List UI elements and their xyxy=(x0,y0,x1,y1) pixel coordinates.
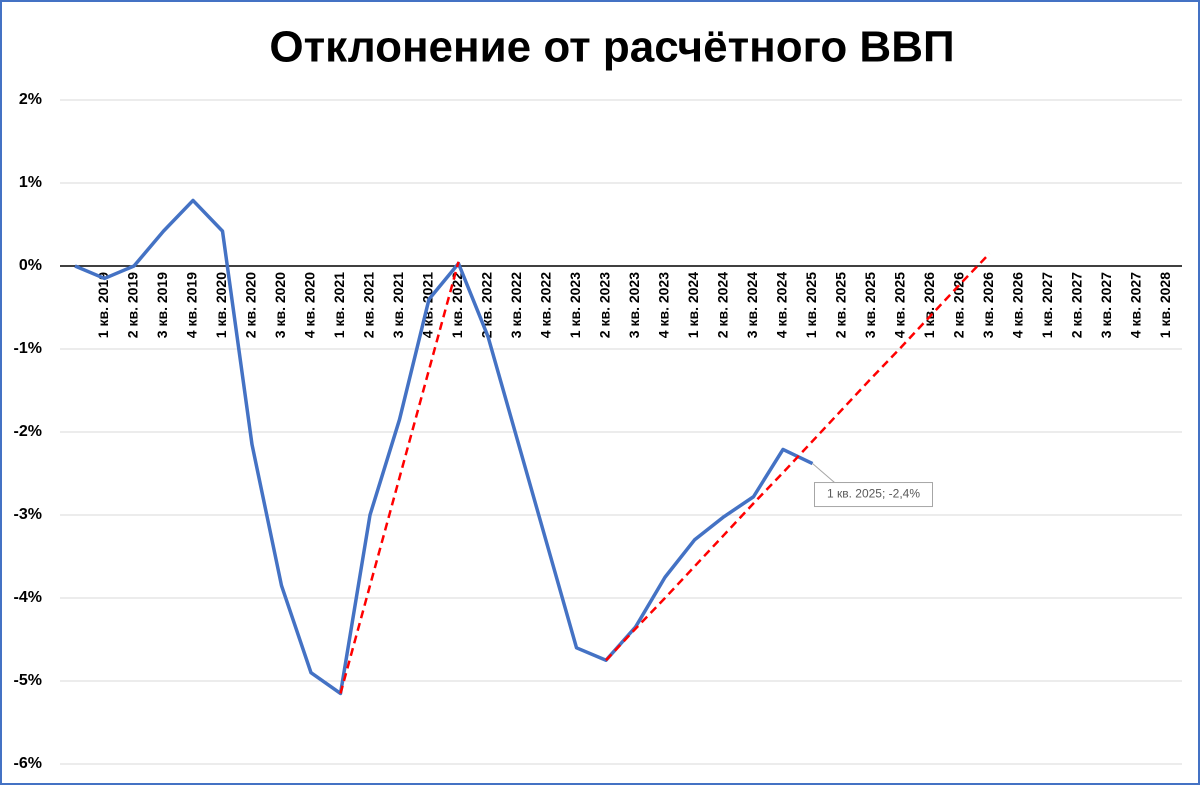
x-tick-label: 2 кв. 2024 xyxy=(715,272,731,338)
x-tick-label: 3 кв. 2023 xyxy=(626,272,642,338)
data-label: 1 кв. 2025; -2,4% xyxy=(827,487,920,501)
y-tick-label: -3% xyxy=(14,506,42,523)
x-tick-label: 4 кв. 2024 xyxy=(774,272,790,338)
x-tick-label: 4 кв. 2019 xyxy=(184,272,200,338)
x-tick-label: 3 кв. 2022 xyxy=(508,272,524,338)
x-tick-label: 2 кв. 2021 xyxy=(361,272,377,338)
x-tick-label: 3 кв. 2024 xyxy=(744,272,760,338)
x-tick-label: 1 кв. 2028 xyxy=(1157,272,1173,338)
x-tick-label: 4 кв. 2022 xyxy=(538,272,554,338)
x-tick-label: 2 кв. 2019 xyxy=(125,272,141,338)
x-tick-label: 1 кв. 2020 xyxy=(213,272,229,338)
x-tick-label: 4 кв. 2027 xyxy=(1128,272,1144,338)
x-tick-label: 3 кв. 2026 xyxy=(980,272,996,338)
trend-line xyxy=(605,252,991,662)
x-tick-label: 1 кв. 2026 xyxy=(921,272,937,338)
x-tick-label: 3 кв. 2025 xyxy=(862,272,878,338)
x-tick-label: 3 кв. 2019 xyxy=(154,272,170,338)
chart-title: Отклонение от расчётного ВВП xyxy=(269,23,954,72)
x-tick-label: 3 кв. 2021 xyxy=(390,272,406,338)
y-tick-label: -5% xyxy=(14,672,42,689)
x-tick-label: 4 кв. 2023 xyxy=(656,272,672,338)
x-tick-label: 2 кв. 2025 xyxy=(833,272,849,338)
x-tick-label: 1 кв. 2019 xyxy=(95,272,111,338)
x-tick-label: 1 кв. 2025 xyxy=(803,272,819,338)
x-tick-label: 3 кв. 2020 xyxy=(272,272,288,338)
y-tick-label: 2% xyxy=(19,91,42,108)
x-tick-label: 4 кв. 2020 xyxy=(302,272,318,338)
x-tick-label: 3 кв. 2027 xyxy=(1098,272,1114,338)
trend-line xyxy=(339,261,460,694)
x-tick-label: 4 кв. 2025 xyxy=(892,272,908,338)
x-tick-label: 2 кв. 2020 xyxy=(243,272,259,338)
x-tick-label: 2 кв. 2023 xyxy=(597,272,613,338)
y-tick-label: 1% xyxy=(19,174,42,191)
y-tick-label: -6% xyxy=(14,755,42,772)
x-tick-label: 1 кв. 2022 xyxy=(449,272,465,338)
x-tick-label: 1 кв. 2023 xyxy=(567,272,583,338)
y-tick-label: -4% xyxy=(14,589,42,606)
x-tick-label: 2 кв. 2026 xyxy=(951,272,967,338)
label-box xyxy=(814,482,933,508)
x-tick-label: 1 кв. 2024 xyxy=(685,272,701,338)
x-tick-label: 2 кв. 2022 xyxy=(479,272,495,338)
y-tick-label: -2% xyxy=(14,423,42,440)
y-tick-label: -1% xyxy=(14,340,42,357)
x-tick-label: 2 кв. 2027 xyxy=(1069,272,1085,338)
x-tick-label: 1 кв. 2027 xyxy=(1039,272,1055,338)
x-tick-label: 4 кв. 2026 xyxy=(1010,272,1026,338)
y-tick-label: 0% xyxy=(19,257,42,274)
x-tick-label: 1 кв. 2021 xyxy=(331,272,347,338)
data-line xyxy=(74,198,814,696)
